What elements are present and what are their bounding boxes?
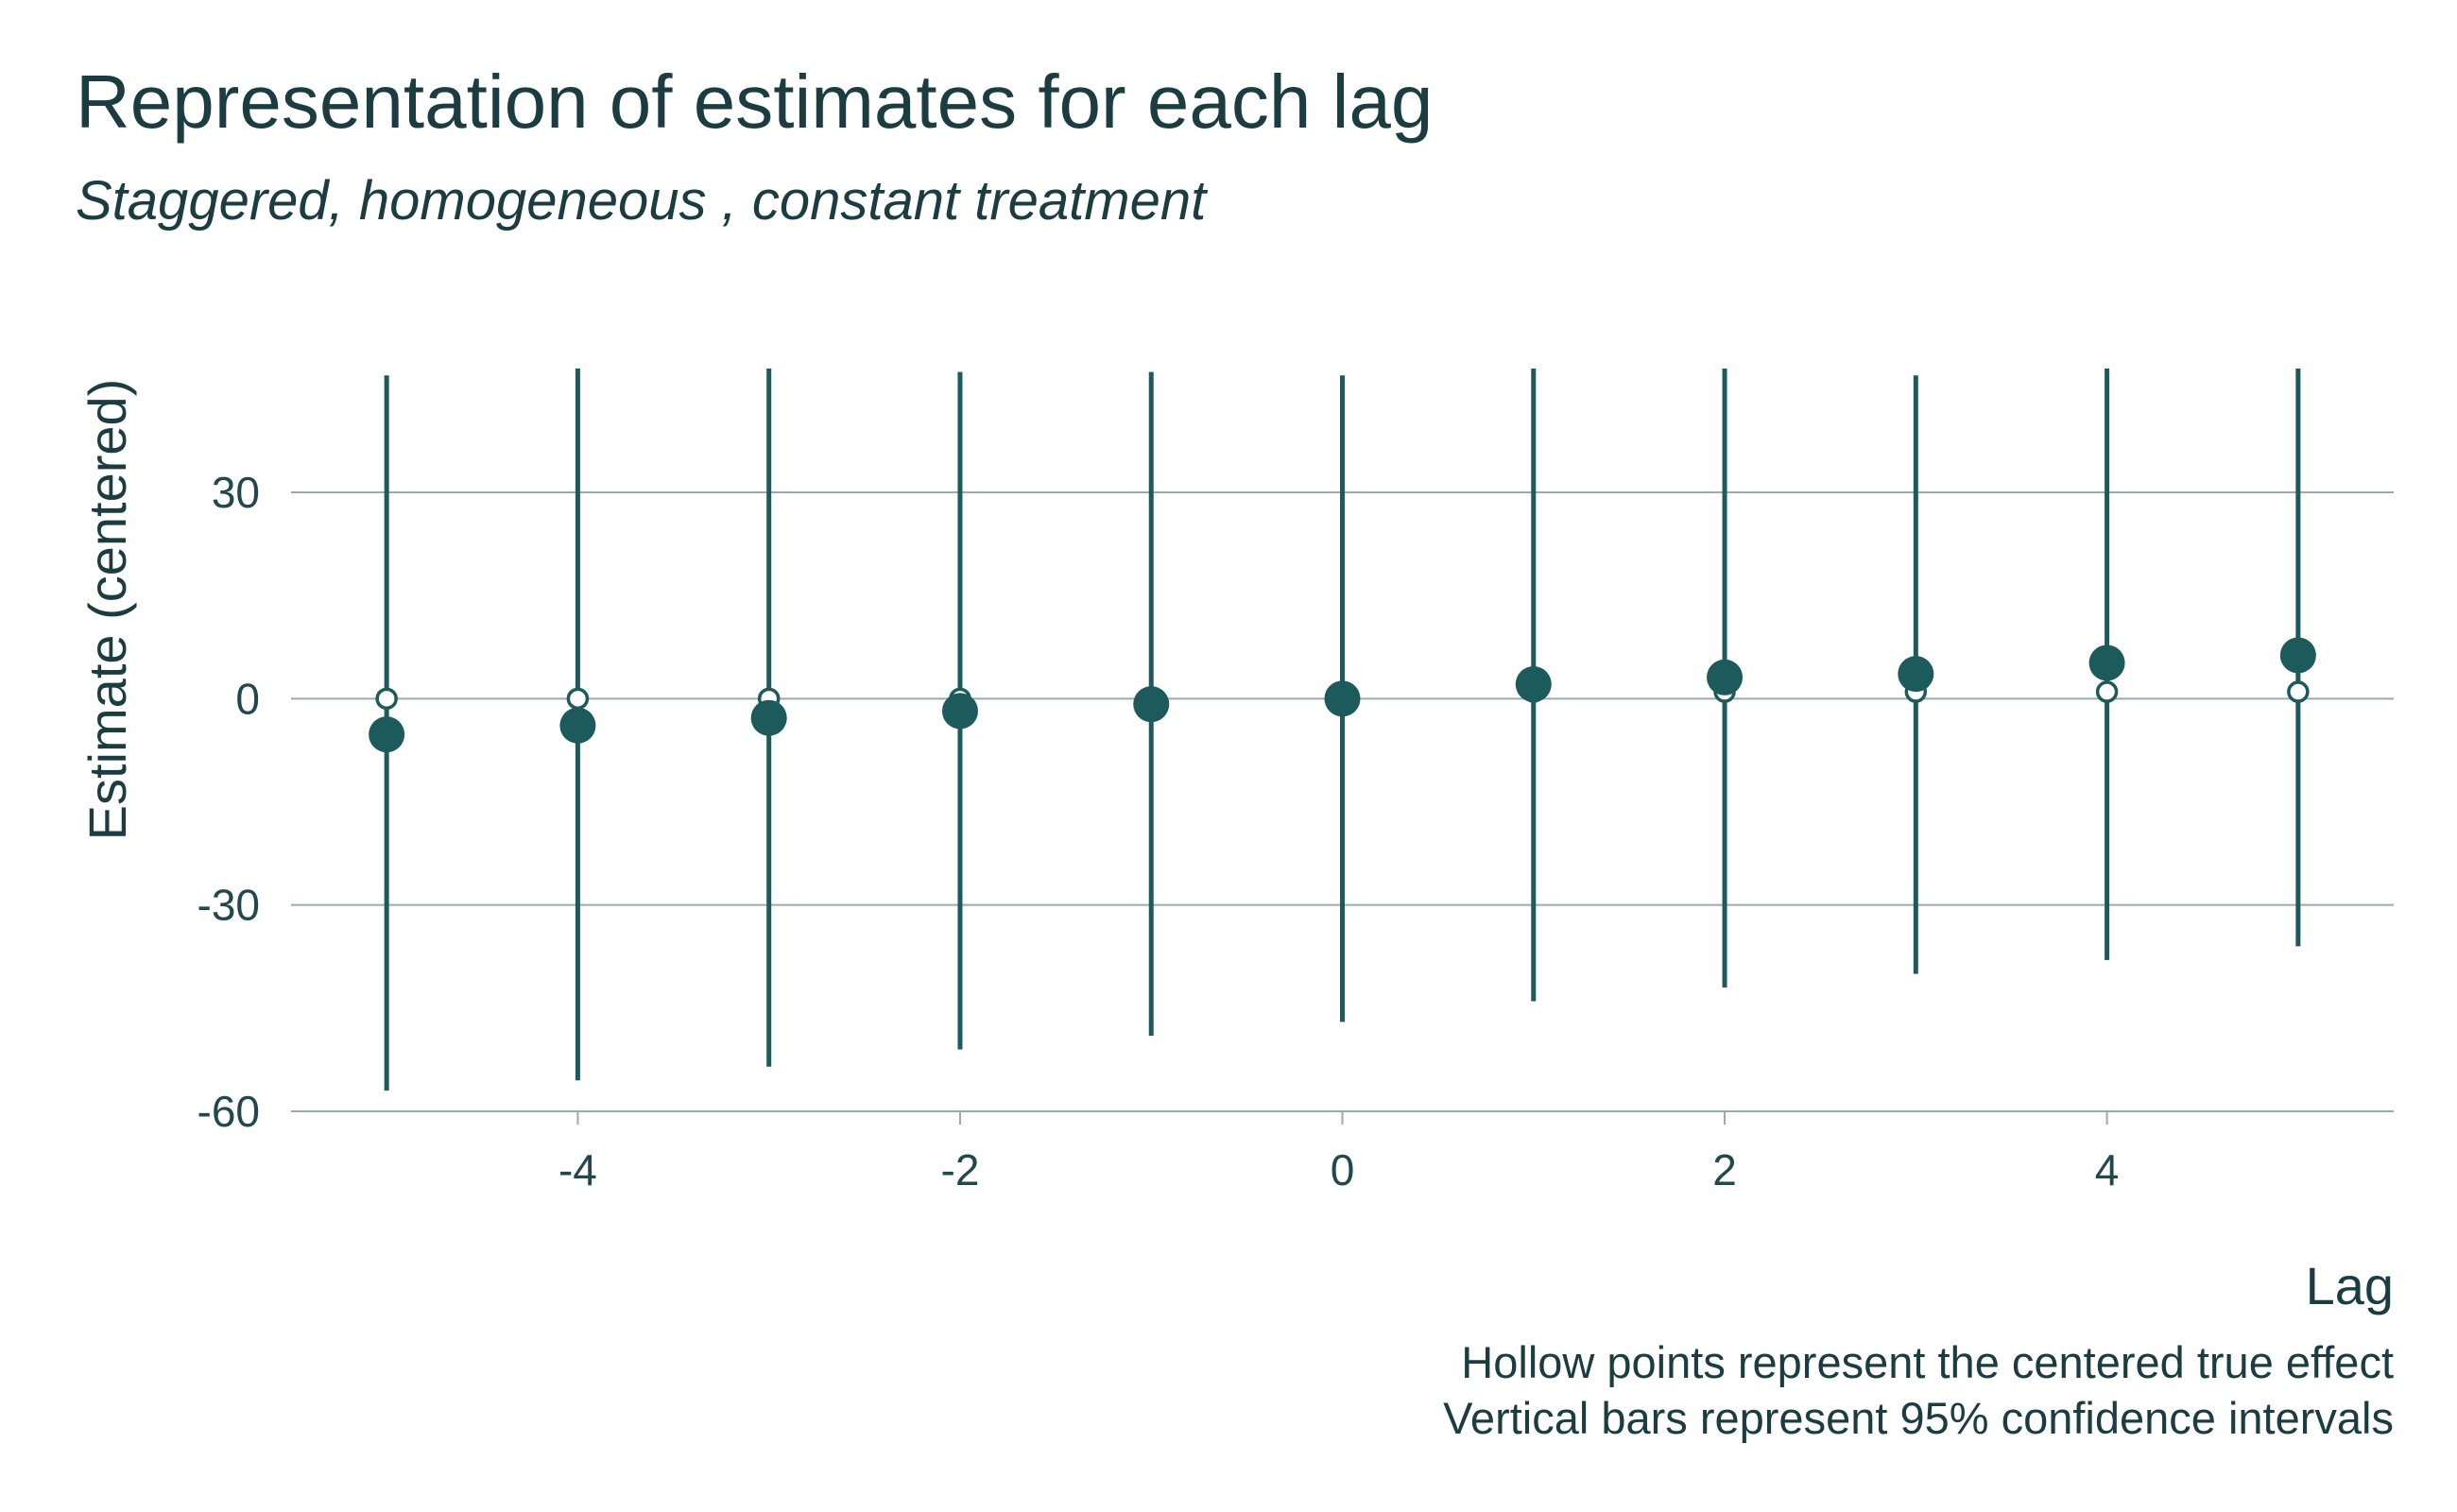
y-axis-tick-labels: -60 -30 0 30 — [198, 468, 260, 1136]
x-axis-tick-labels: -4 -2 0 2 4 — [558, 1145, 2119, 1194]
estimate-point — [1324, 680, 1361, 717]
estimate-point — [369, 716, 405, 753]
true-effect-point — [2095, 680, 2119, 703]
x-tick-label: -4 — [558, 1145, 597, 1194]
chart-subtitle: Staggered, homogeneous , constant treatm… — [76, 170, 1207, 232]
confidence-intervals — [384, 369, 2301, 1091]
estimate-point — [1133, 686, 1170, 723]
estimate-point — [2279, 637, 2316, 674]
x-axis-ticks — [576, 1111, 2108, 1125]
y-tick-label: 0 — [235, 674, 260, 723]
y-tick-label: 30 — [212, 468, 260, 517]
x-tick-label: 2 — [1712, 1145, 1737, 1194]
estimate-point — [2088, 644, 2125, 681]
x-tick-label: 4 — [2095, 1145, 2120, 1194]
y-tick-label: -30 — [198, 881, 260, 930]
true-effect-point — [2287, 680, 2310, 703]
chart-title: Representation of estimates for each lag — [76, 60, 1434, 144]
estimate-point — [750, 699, 787, 736]
x-tick-label: 0 — [1331, 1145, 1355, 1194]
caption-line-2: Vertical bars represent 95% confidence i… — [1443, 1393, 2394, 1443]
estimate-point — [941, 693, 978, 730]
x-axis-title: Lag — [2306, 1256, 2394, 1315]
y-axis-title: Estimate (centered) — [77, 379, 137, 841]
y-tick-label: -60 — [198, 1087, 260, 1136]
x-tick-label: -2 — [941, 1145, 980, 1194]
estimate-point — [559, 707, 596, 744]
caption-line-1: Hollow points represent the centered tru… — [1461, 1337, 2394, 1387]
estimate-points — [369, 637, 2316, 753]
true-effect-point — [566, 687, 590, 711]
estimate-point — [1515, 666, 1552, 703]
estimate-point — [1898, 656, 1934, 693]
true-effect-point — [375, 687, 398, 711]
estimate-point — [1707, 659, 1744, 696]
